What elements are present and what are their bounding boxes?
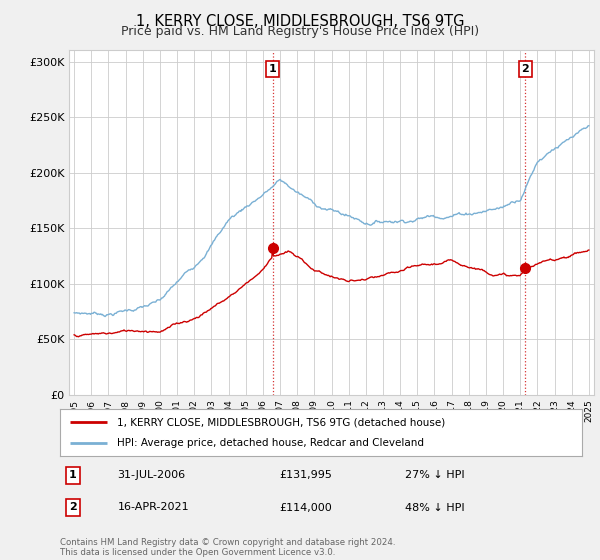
Text: 2: 2 bbox=[69, 502, 77, 512]
Text: 1, KERRY CLOSE, MIDDLESBROUGH, TS6 9TG: 1, KERRY CLOSE, MIDDLESBROUGH, TS6 9TG bbox=[136, 14, 464, 29]
Text: 16-APR-2021: 16-APR-2021 bbox=[118, 502, 189, 512]
Text: 1: 1 bbox=[269, 64, 277, 74]
Text: 31-JUL-2006: 31-JUL-2006 bbox=[118, 470, 185, 480]
Text: 27% ↓ HPI: 27% ↓ HPI bbox=[404, 470, 464, 480]
Text: £114,000: £114,000 bbox=[279, 502, 332, 512]
Text: Price paid vs. HM Land Registry's House Price Index (HPI): Price paid vs. HM Land Registry's House … bbox=[121, 25, 479, 38]
Text: 2: 2 bbox=[521, 64, 529, 74]
Text: 1: 1 bbox=[69, 470, 77, 480]
Text: £131,995: £131,995 bbox=[279, 470, 332, 480]
Text: HPI: Average price, detached house, Redcar and Cleveland: HPI: Average price, detached house, Redc… bbox=[118, 438, 424, 448]
Text: Contains HM Land Registry data © Crown copyright and database right 2024.
This d: Contains HM Land Registry data © Crown c… bbox=[60, 538, 395, 557]
Text: 48% ↓ HPI: 48% ↓ HPI bbox=[404, 502, 464, 512]
Text: 1, KERRY CLOSE, MIDDLESBROUGH, TS6 9TG (detached house): 1, KERRY CLOSE, MIDDLESBROUGH, TS6 9TG (… bbox=[118, 417, 446, 427]
